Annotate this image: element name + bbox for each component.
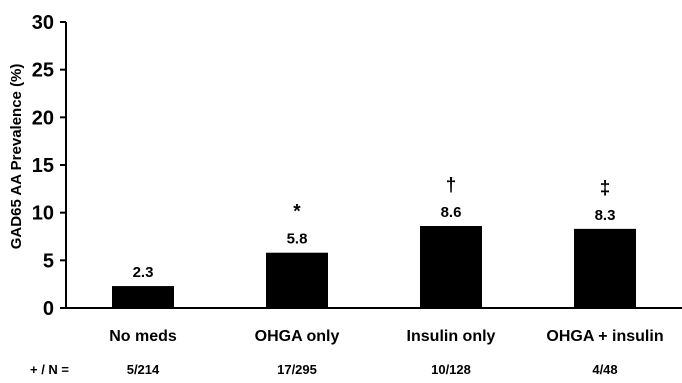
data-label: 8.6 (441, 204, 462, 221)
y-tick-label: 20 (32, 107, 54, 129)
significance-marker: * (293, 202, 301, 223)
x-axis-categories: No meds OHGA only Insulin only OHGA + insul… (109, 328, 663, 345)
count-value: 5/214 (127, 362, 160, 377)
data-label: 8.3 (595, 207, 616, 224)
data-label: 5.8 (287, 231, 308, 248)
x-category-label: OHGA + insulin (546, 328, 663, 345)
significance-marker: † (446, 175, 457, 196)
bar (574, 228, 636, 308)
bar (266, 252, 328, 308)
y-tick-label: 5 (43, 250, 54, 272)
count-value: 4/48 (592, 362, 617, 377)
bar (420, 226, 482, 308)
bar (112, 286, 174, 308)
count-value: 17/295 (277, 362, 317, 377)
y-tick-label: 25 (32, 60, 54, 82)
y-tick-label: 30 (32, 12, 54, 34)
counts-row-label: + / N = (30, 362, 69, 377)
y-tick-label: 10 (32, 203, 54, 225)
y-tick-label: 0 (43, 298, 54, 320)
x-category-label: Insulin only (407, 328, 496, 345)
count-value: 10/128 (431, 362, 471, 377)
data-label: 2.3 (133, 264, 154, 281)
bars: 2.3 5.8 * 8.6 † 8.3 ‡ (112, 175, 636, 308)
significance-marker: ‡ (600, 178, 611, 199)
counts-row: 5/214 17/295 10/128 4/48 (127, 362, 618, 377)
y-axis: 0 5 10 15 20 25 30 (32, 12, 682, 320)
x-category-label: No meds (109, 328, 177, 345)
y-tick-label: 15 (32, 155, 54, 177)
y-axis-label: GAD65 AA Prevalence (%) (8, 64, 25, 250)
x-category-label: OHGA only (255, 328, 340, 345)
